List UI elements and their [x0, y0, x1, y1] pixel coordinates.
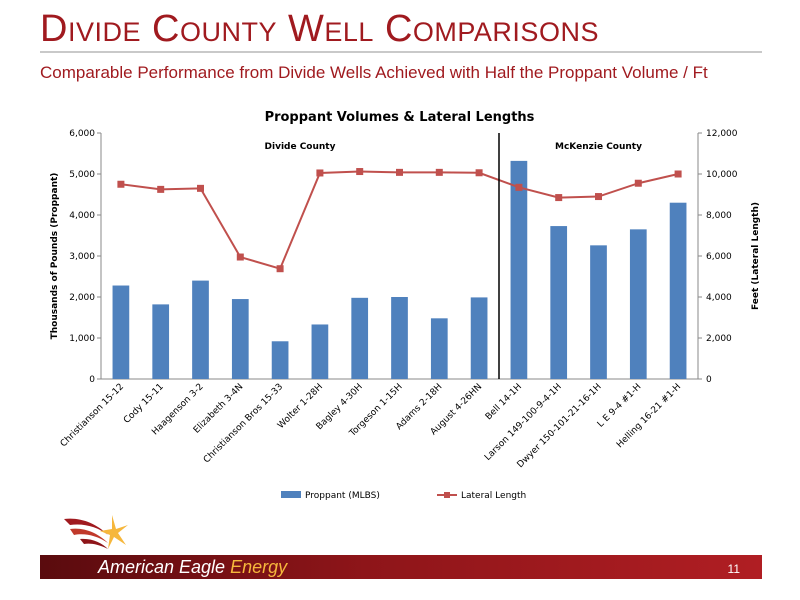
y-tick-label: 4,000 — [69, 211, 95, 221]
legend-swatch-proppant — [281, 491, 301, 498]
bar-proppant — [152, 304, 170, 379]
chart-title: Proppant Volumes & Lateral Lengths — [265, 110, 535, 125]
x-tick-label: Christianson Bros 15-33 — [202, 382, 285, 465]
y2-tick-label: 8,000 — [706, 211, 732, 221]
y-tick-label: 1,000 — [69, 334, 95, 344]
line-marker — [316, 169, 324, 177]
bar-proppant — [629, 229, 647, 379]
line-marker — [515, 183, 523, 191]
y2-tick-label: 6,000 — [706, 252, 732, 262]
chart: Proppant Volumes & Lateral Lengths 0 1,000… — [50, 110, 761, 501]
legend-label-lateral: Lateral Length — [461, 491, 526, 501]
slide-subtitle: Comparable Performance from Divide Wells… — [40, 63, 708, 82]
bar-proppant — [430, 318, 448, 379]
bar-proppant — [271, 341, 289, 379]
line-marker — [634, 179, 642, 187]
line-marker — [117, 180, 125, 188]
bar-proppant — [550, 226, 568, 379]
footer-bar — [40, 555, 762, 579]
y-tick-label: 6,000 — [69, 129, 95, 139]
line-marker — [197, 184, 204, 192]
region-label-mckenzie: McKenzie County — [555, 142, 642, 152]
line-marker — [674, 170, 682, 178]
region-label-divide: Divide County — [265, 142, 336, 152]
y2-axis-label: Feet (Lateral Length) — [751, 202, 761, 310]
y-axis-label: Thousands of Pounds (Proppant) — [50, 173, 60, 340]
bar-proppant — [351, 297, 369, 379]
y-tick-label: 3,000 — [69, 252, 95, 262]
line-marker — [435, 168, 443, 176]
y-tick-label: 0 — [89, 375, 95, 385]
brand-accent: Energy — [230, 557, 288, 577]
x-tick-label: Christianson 15-12 — [59, 382, 126, 449]
brand-main: American Eagle — [98, 557, 226, 577]
line-marker — [396, 168, 403, 176]
bar-proppant — [669, 202, 687, 379]
y2-tick-label: 2,000 — [706, 334, 732, 344]
line-marker — [276, 265, 284, 273]
bar-proppant — [112, 285, 130, 379]
bar-proppant — [231, 299, 249, 379]
y2-tick-label: 10,000 — [706, 170, 738, 180]
page-number: 11 — [727, 562, 740, 576]
y-tick-label: 2,000 — [69, 293, 95, 303]
line-marker — [236, 253, 244, 261]
bar-proppant — [590, 245, 607, 379]
y2-tick-label: 0 — [706, 375, 712, 385]
legend-label-proppant: Proppant (MLBS) — [305, 491, 380, 501]
line-marker — [157, 185, 165, 193]
line-marker — [475, 169, 483, 177]
eagle-logo-icon — [64, 515, 128, 549]
bar-proppant — [311, 324, 329, 379]
y2-tick-label: 12,000 — [706, 129, 738, 139]
x-tick-label: Larson 149-100-9-4-1H — [483, 382, 564, 463]
bar-proppant — [510, 160, 528, 379]
bar-proppant — [391, 297, 408, 379]
bar-proppant — [470, 297, 488, 379]
title-divider — [40, 51, 762, 53]
x-tick-label: Dwyer 150-101-21-16-1H — [516, 382, 604, 470]
y2-tick-label: 4,000 — [706, 293, 732, 303]
legend-swatch-marker — [444, 492, 450, 498]
line-marker — [595, 193, 602, 201]
line-marker — [356, 168, 364, 176]
brand-name: American Eagle Energy — [98, 556, 287, 578]
x-tick-label: Bell 14-1H — [484, 382, 524, 422]
y-tick-label: 5,000 — [69, 170, 95, 180]
slide-title: Divide County Well Comparisons — [40, 8, 599, 50]
x-tick-label: Cody 15-11 — [122, 382, 166, 426]
bar-proppant — [192, 280, 209, 379]
line-marker — [555, 194, 563, 202]
